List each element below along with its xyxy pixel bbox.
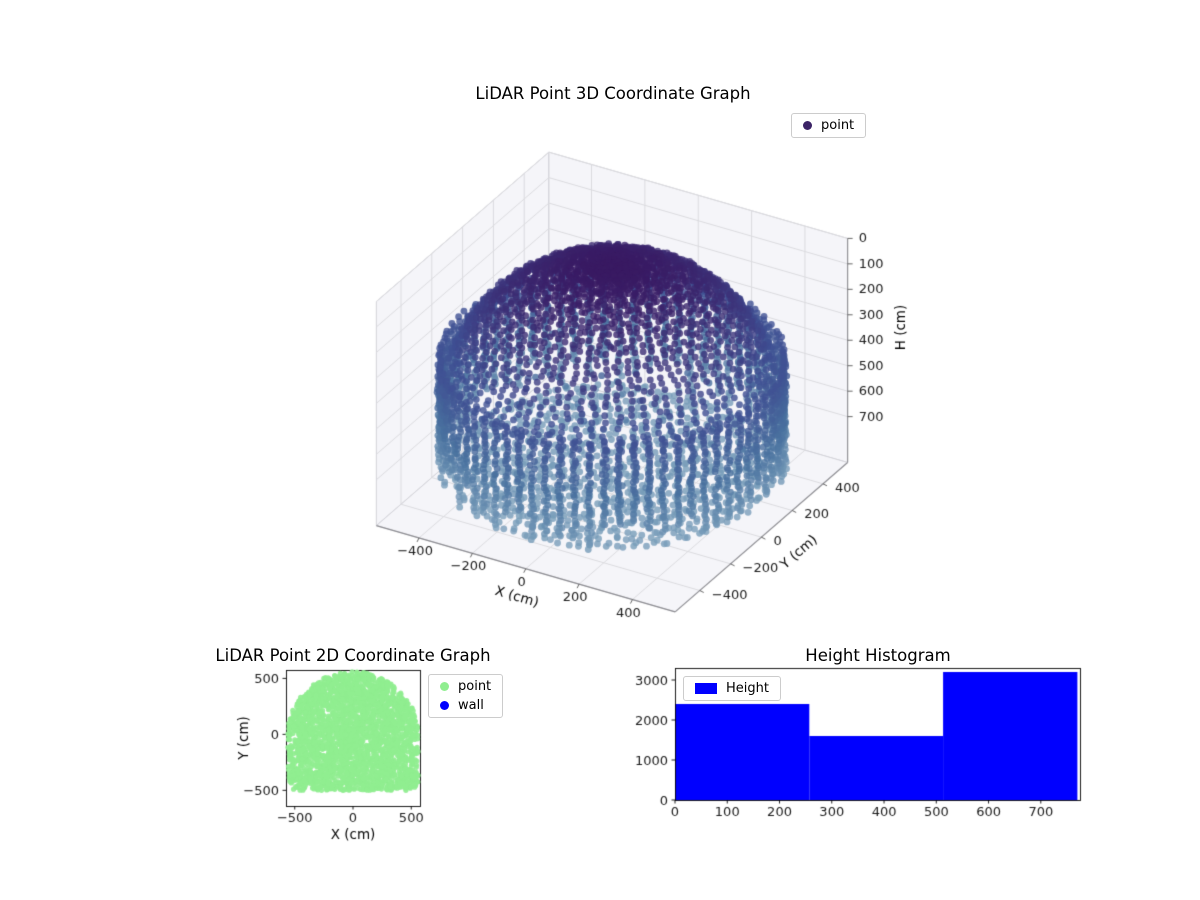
plot2d-title: LiDAR Point 2D Coordinate Graph xyxy=(215,646,491,665)
histogram-legend-entry-height: Height xyxy=(695,682,769,695)
plot3d-title: LiDAR Point 3D Coordinate Graph xyxy=(475,84,751,103)
plot3d-legend: point xyxy=(791,113,867,138)
point-marker-icon xyxy=(440,682,449,691)
height-swatch-icon xyxy=(695,683,717,694)
wall-marker-icon xyxy=(440,701,449,710)
plot2d-legend-label-point: point xyxy=(458,679,492,694)
plot2d-legend-label-wall: wall xyxy=(458,698,484,713)
plot2d-legend-entry-point: point xyxy=(440,680,491,693)
plot3d-legend-entry-point: point xyxy=(803,119,854,132)
point-marker-icon xyxy=(803,121,812,130)
histogram-legend-label-height: Height xyxy=(726,681,769,696)
histogram-title: Height Histogram xyxy=(805,646,951,665)
plot3d-legend-label-point: point xyxy=(821,118,855,133)
plot2d-legend: point wall xyxy=(428,674,504,718)
plot2d-legend-entry-wall: wall xyxy=(440,699,491,712)
histogram-legend: Height xyxy=(683,676,781,701)
